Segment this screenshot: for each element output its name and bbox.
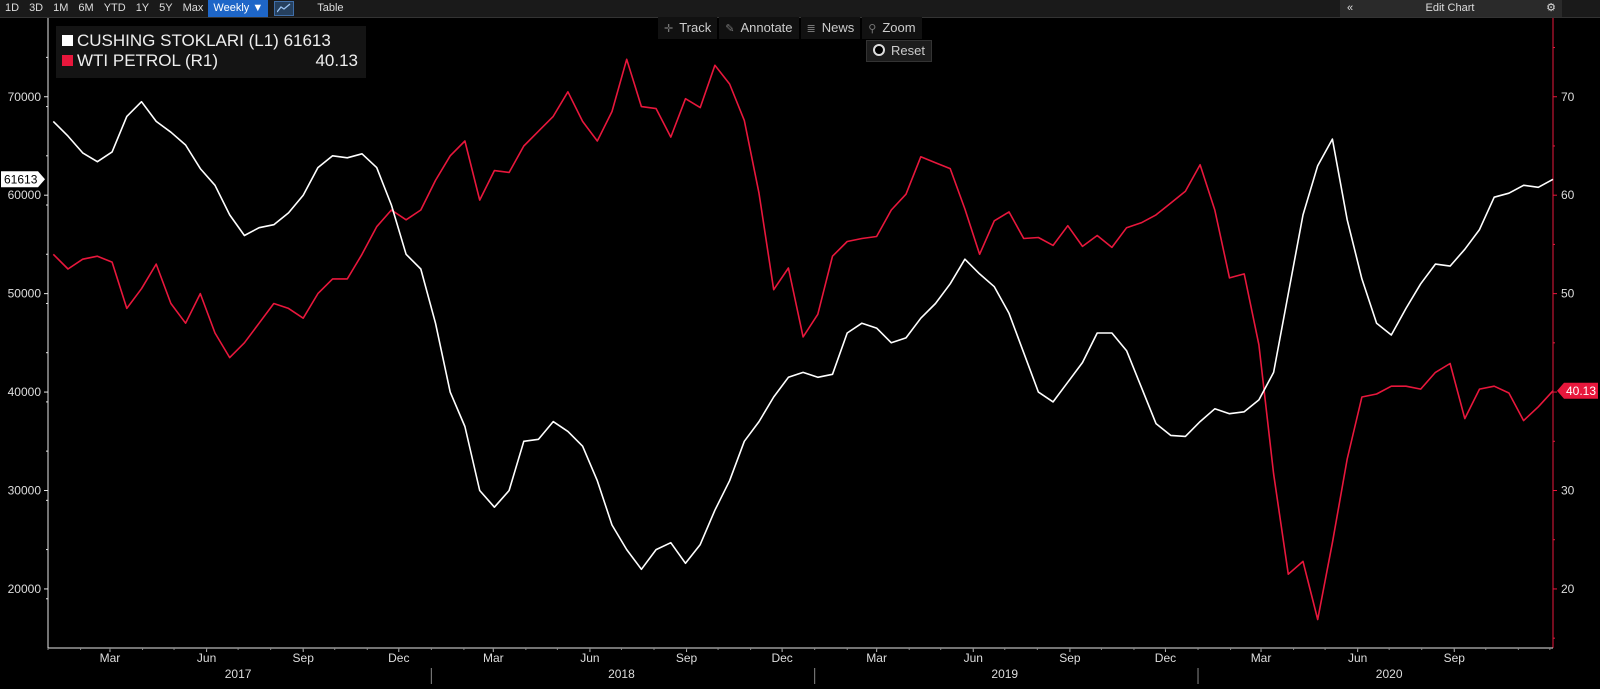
range-1d-button[interactable]: 1D xyxy=(5,2,20,14)
left-tick-label: 30000 xyxy=(8,484,42,498)
reset-label: Reset xyxy=(891,43,925,58)
annotate-label: Annotate xyxy=(740,20,793,35)
x-month-label: Jun xyxy=(580,651,599,665)
track-button[interactable]: ✛ Track xyxy=(658,17,718,39)
pencil-icon: ✎ xyxy=(725,23,735,35)
right-tick-label: 20 xyxy=(1561,582,1575,596)
x-month-label: Jun xyxy=(964,651,983,665)
line-chart-icon[interactable] xyxy=(274,1,295,16)
range-6m-button[interactable]: 6M xyxy=(78,2,94,14)
left-tick-label: 20000 xyxy=(8,582,42,596)
right-last-value-text: 40.13 xyxy=(1566,384,1596,398)
x-month-label: Mar xyxy=(866,651,887,665)
news-label: News xyxy=(821,20,855,35)
x-year-label: 2019 xyxy=(991,667,1018,681)
x-year-label: 2020 xyxy=(1376,667,1403,681)
x-month-label: Dec xyxy=(771,651,792,665)
zoom-label: Zoom xyxy=(882,20,916,35)
x-year-label: 2018 xyxy=(608,667,635,681)
annotate-button[interactable]: ✎ Annotate xyxy=(719,17,799,39)
track-label: Track xyxy=(679,20,712,35)
range-max-button[interactable]: Max xyxy=(182,2,204,14)
range-3d-button[interactable]: 3D xyxy=(29,2,44,14)
left-tick-label: 50000 xyxy=(8,287,42,301)
magnifier-icon: ⚲ xyxy=(868,23,877,35)
axes xyxy=(44,18,1557,684)
legend-swatch-red xyxy=(62,55,73,66)
radio-icon xyxy=(873,44,885,56)
reset-button[interactable]: Reset xyxy=(866,40,932,62)
chart-tools: ✛ Track ✎ Annotate ≣ News ⚲ Zoom xyxy=(658,17,924,39)
range-1m-button[interactable]: 1M xyxy=(53,2,69,14)
news-icon: ≣ xyxy=(806,23,816,35)
crosshair-icon: ✛ xyxy=(664,23,674,35)
legend: CUSHING STOKLARI (L1) 61613 WTI PETROL (… xyxy=(56,26,366,78)
zoom-button[interactable]: ⚲ Zoom xyxy=(862,17,922,39)
x-month-label: Dec xyxy=(388,651,409,665)
x-month-label: Mar xyxy=(1251,651,1272,665)
left-tick-label: 70000 xyxy=(8,90,42,104)
wti-series-line xyxy=(52,58,1554,621)
right-tick-label: 60 xyxy=(1561,188,1575,202)
left-last-value-tag xyxy=(1,171,45,188)
right-tick-label: 30 xyxy=(1561,484,1575,498)
edit-chart-button[interactable]: Edit Chart xyxy=(1360,0,1540,17)
left-tick-label: 60000 xyxy=(8,188,42,202)
frequency-dropdown[interactable]: Weekly ▼ xyxy=(208,0,269,17)
range-ytd-button[interactable]: YTD xyxy=(103,2,126,14)
x-month-label: Sep xyxy=(1059,651,1081,665)
table-button[interactable]: Table xyxy=(317,2,344,14)
right-last-value-tag xyxy=(1557,382,1598,399)
x-year-label: 2017 xyxy=(225,667,252,681)
tick-labels: 2000030000400005000060000700002030405060… xyxy=(1,90,1598,681)
right-tick-label: 70 xyxy=(1561,90,1575,104)
legend-item-cushing: CUSHING STOKLARI (L1) 61613 xyxy=(62,31,358,51)
x-month-label: Jun xyxy=(1348,651,1367,665)
x-month-label: Jun xyxy=(197,651,216,665)
gear-icon[interactable]: ⚙ xyxy=(1540,0,1562,17)
cushing-series-line xyxy=(52,100,1554,571)
series-layer xyxy=(52,58,1554,621)
legend-swatch-white xyxy=(62,35,73,46)
legend-value-wti: 40.13 xyxy=(315,51,358,70)
range-5y-button[interactable]: 5Y xyxy=(159,2,173,14)
collapse-panel-button[interactable]: « xyxy=(1340,0,1360,17)
x-month-label: Sep xyxy=(293,651,315,665)
toolbar: 1D 3D 1M 6M YTD 1Y 5Y Max Weekly ▼ Table xyxy=(0,0,1600,18)
legend-label-cushing: CUSHING STOKLARI (L1) 61613 xyxy=(77,31,331,50)
news-button[interactable]: ≣ News xyxy=(800,17,861,39)
legend-label-wti: WTI PETROL (R1) xyxy=(77,51,219,70)
left-tick-label: 40000 xyxy=(8,385,42,399)
right-tick-label: 50 xyxy=(1561,287,1575,301)
x-month-label: Dec xyxy=(1155,651,1176,665)
legend-item-wti: WTI PETROL (R1) 40.13 xyxy=(62,51,358,71)
x-month-label: Mar xyxy=(483,651,504,665)
x-month-label: Sep xyxy=(1444,651,1466,665)
x-month-label: Mar xyxy=(100,651,121,665)
range-1y-button[interactable]: 1Y xyxy=(135,2,150,14)
x-month-label: Sep xyxy=(676,651,698,665)
left-last-value-text: 61613 xyxy=(4,172,38,186)
